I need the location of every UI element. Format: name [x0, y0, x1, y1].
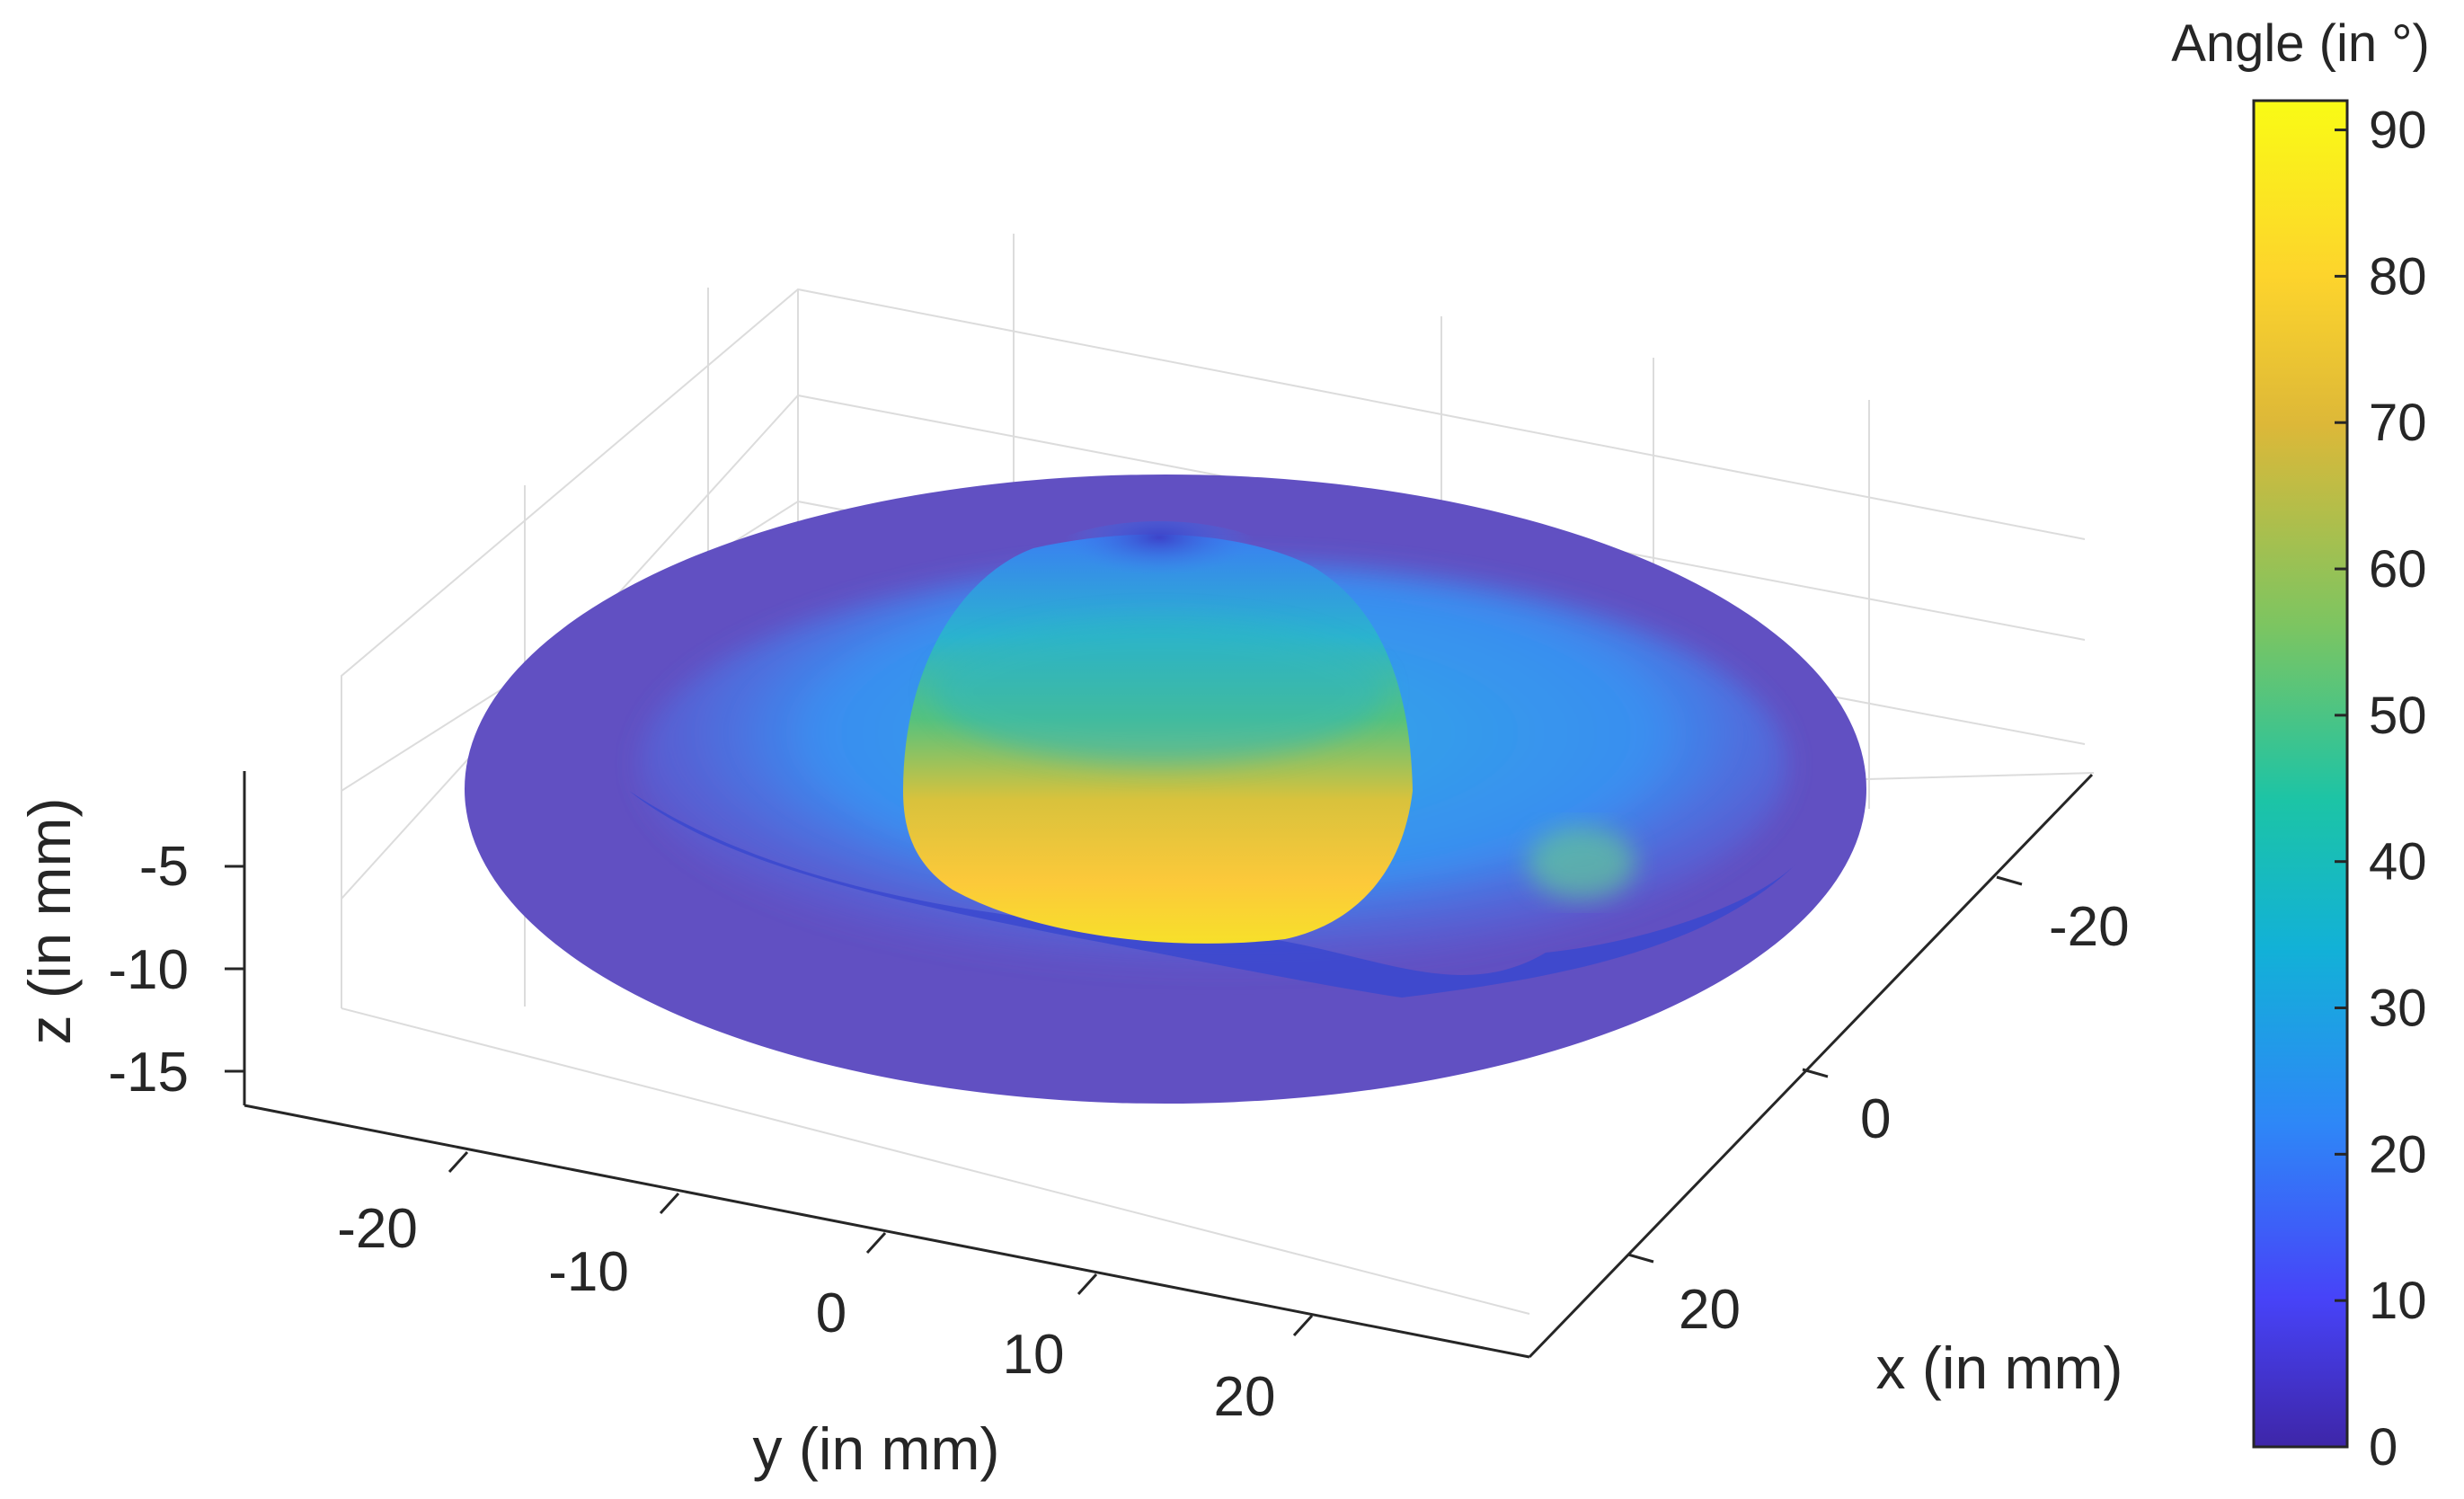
colorbar-tick-label: 20 — [2369, 1125, 2427, 1184]
z-tick-label: -15 — [108, 1042, 189, 1104]
colorbar-tick-label: 90 — [2369, 102, 2427, 160]
surface-dome-band — [935, 620, 1384, 764]
colorbar-tick-label: 10 — [2369, 1272, 2427, 1330]
colorbar-tick-label: 30 — [2369, 980, 2427, 1038]
y-tick-label: -10 — [548, 1241, 629, 1303]
x-axis-title: x (in mm) — [1876, 1335, 2123, 1401]
y-tick-mark — [659, 1192, 680, 1215]
y-axis-line — [244, 1104, 1530, 1359]
x-tick-label: 0 — [1860, 1088, 1891, 1150]
colorbar-tick-label: 0 — [2369, 1418, 2398, 1477]
y-tick-label: -20 — [337, 1198, 418, 1260]
z-tick-label: -10 — [108, 939, 189, 1001]
y-axis-title: y (in mm) — [753, 1415, 1000, 1482]
x-tick-mark — [1627, 1253, 1654, 1264]
surface-right-patch — [1528, 827, 1635, 899]
x-tick-label: -20 — [2049, 896, 2130, 958]
colorbar-tick-label: 60 — [2369, 540, 2427, 599]
y-tick-label: 10 — [1003, 1324, 1065, 1386]
y-tick-mark — [1292, 1314, 1314, 1337]
y-tick-label: 0 — [816, 1282, 846, 1344]
x-tick-mark — [1996, 875, 2023, 886]
colorbar-tick-label: 70 — [2369, 394, 2427, 452]
surface-plot — [465, 475, 1866, 1104]
colorbar-title: Angle (in °) — [2171, 14, 2430, 73]
axes — [243, 771, 2094, 1359]
x-tick-mark — [1802, 1068, 1829, 1078]
surface-dome-top — [1024, 521, 1294, 629]
colorbar-scale — [2252, 99, 2349, 1449]
z-ticks — [225, 865, 244, 1073]
surface-front-fold — [629, 791, 1797, 998]
colorbar-tick-label: 80 — [2369, 247, 2427, 306]
y-tick-mark — [1077, 1273, 1098, 1296]
colorbar-tick-label: 40 — [2369, 833, 2427, 891]
z-tick-label: -5 — [139, 836, 189, 898]
x-tick-label: 20 — [1679, 1279, 1741, 1341]
colorbar-tick-label: 50 — [2369, 687, 2427, 745]
z-axis-title: z (in mm) — [16, 798, 83, 1045]
colorbar: 0 10 20 30 40 50 60 70 80 90 Angle (in °) — [2171, 14, 2430, 1477]
y-ticks — [448, 1150, 1314, 1337]
y-tick-mark — [865, 1231, 887, 1255]
colorbar-ticks: 0 10 20 30 40 50 60 70 80 90 — [2335, 102, 2427, 1477]
y-tick-mark — [448, 1150, 469, 1174]
x-ticks — [1627, 875, 2023, 1264]
x-axis-line — [1528, 773, 2094, 1359]
y-tick-label: 20 — [1214, 1366, 1276, 1428]
